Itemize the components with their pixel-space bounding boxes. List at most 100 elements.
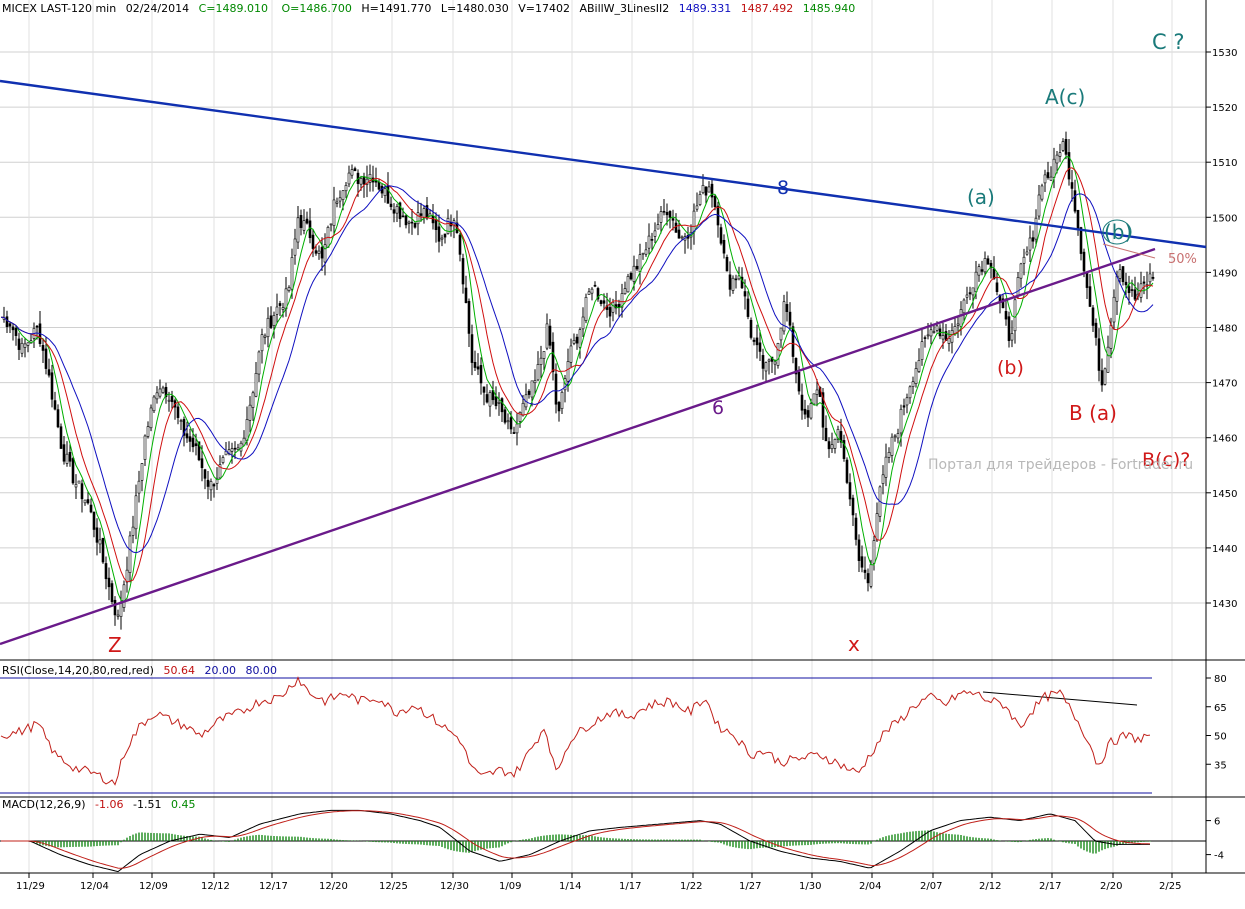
candle-body [629, 272, 633, 280]
candle-body [437, 226, 441, 242]
candle-body [632, 265, 636, 282]
candle-body [323, 244, 327, 263]
rsi-header: RSI(Close,14,20,80,red,red) 50.64 20.00 … [2, 664, 283, 677]
candle-body [155, 392, 159, 400]
candle-body [41, 345, 45, 351]
candle-body [830, 444, 834, 450]
candle-body [911, 381, 915, 387]
candle-body [785, 304, 789, 313]
candle-body [302, 220, 306, 231]
candle-body [494, 396, 498, 407]
candle-body [1001, 298, 1005, 309]
ma-blue [0, 185, 1154, 554]
candle-body [536, 364, 540, 381]
candle-body [875, 513, 879, 541]
candle-body [1007, 316, 1011, 342]
candle-body [98, 539, 102, 545]
candle-body [920, 341, 924, 360]
candle-body [83, 499, 87, 504]
candle-body [152, 396, 156, 412]
candle-body [602, 300, 606, 304]
candle-body [122, 584, 126, 608]
candle-body [743, 291, 747, 297]
candle-body [419, 213, 423, 216]
candle-body [509, 417, 513, 430]
candle-body [296, 217, 300, 243]
candle-body [854, 517, 858, 540]
trendline-label-8: 8 [777, 177, 789, 199]
candle-body [653, 230, 657, 237]
candle-body [482, 386, 486, 393]
candle-body [800, 394, 804, 411]
indicator-value-3: 1485.940 [802, 2, 856, 15]
candle-body [383, 188, 387, 196]
candle-body [1013, 299, 1017, 332]
candle-body [1106, 346, 1110, 373]
candle-body [179, 420, 183, 422]
candle-body [236, 447, 240, 450]
candle-body [458, 234, 462, 255]
price-tick-label: 1520 [1212, 103, 1237, 114]
date-tick-label: 12/30 [440, 881, 469, 892]
candle-body [260, 334, 264, 352]
rsi-tick-label: 35 [1214, 760, 1227, 771]
date-tick-label: 1/14 [559, 881, 581, 892]
candle-body [404, 215, 408, 226]
candle-body [1100, 370, 1104, 386]
open-value: O=1486.700 [281, 2, 352, 15]
candle-body [1070, 182, 1074, 189]
candle-body [812, 393, 816, 405]
candle-body [5, 316, 9, 327]
date-tick-label: 1/09 [499, 881, 521, 892]
candle-body [965, 294, 969, 298]
candle-body [1046, 172, 1050, 178]
price-grid [0, 0, 1206, 873]
rsi-level-high: 80.00 [245, 664, 277, 677]
rsi-label: RSI(Close,14,20,80,red,red) [2, 664, 154, 677]
candle-body [131, 526, 135, 536]
candle-body [758, 342, 762, 352]
candle-body [539, 357, 543, 365]
date-tick-label: 1/27 [739, 881, 761, 892]
candle-body [788, 311, 792, 326]
candle-body [935, 325, 939, 331]
candle-body [329, 223, 333, 226]
candle-body [1130, 289, 1134, 291]
rsi-line [0, 676, 1151, 786]
candle-body [71, 458, 75, 484]
candle-body [299, 215, 303, 228]
candle-body [980, 269, 984, 272]
candle-body [95, 527, 99, 543]
candle-body [1031, 237, 1035, 242]
candle-body [341, 190, 345, 200]
date-tick-label: 12/09 [139, 881, 168, 892]
candle-body [14, 327, 18, 336]
candle-body [422, 208, 426, 219]
candle-body [626, 276, 630, 293]
candle-body [500, 398, 504, 413]
candle-body [893, 435, 897, 438]
candle-body [1142, 281, 1146, 284]
candle-body [866, 573, 870, 584]
candle-body [668, 211, 672, 218]
candle-body [293, 238, 297, 256]
candle-body [932, 331, 936, 333]
candle-body [269, 315, 273, 328]
candle-body [923, 337, 927, 339]
candle-body [557, 402, 561, 412]
date-tick-label: 12/12 [201, 881, 230, 892]
candle-body [794, 357, 798, 375]
wave-labels: 8 6 50% Z x (a) A(c) (b) (b) B (a) B(c)? C ? [108, 30, 1197, 657]
candle-body [722, 239, 726, 254]
candle-body [209, 481, 213, 491]
candle-body [137, 480, 141, 494]
candle-body [746, 298, 750, 317]
rsi-level-low: 20.00 [204, 664, 236, 677]
candle-body [485, 394, 489, 403]
candlesticks [2, 131, 1155, 630]
candle-body [278, 303, 282, 306]
candle-body [188, 436, 192, 442]
candle-body [1064, 139, 1068, 155]
candle-body [128, 535, 132, 573]
price-tick-label: 1460 [1212, 434, 1237, 445]
